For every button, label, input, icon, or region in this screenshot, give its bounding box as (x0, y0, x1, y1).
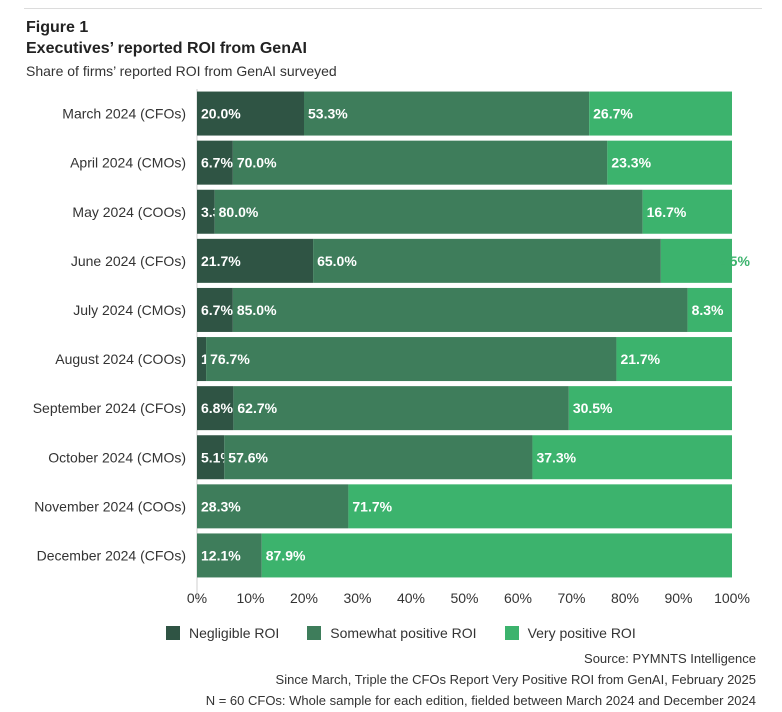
legend: Negligible ROI Somewhat positive ROI Ver… (166, 625, 664, 641)
data-label: 2.5% (718, 253, 750, 269)
bar-segment (261, 533, 732, 578)
figure-label: Figure 1 (26, 19, 89, 36)
x-tick-label: 100% (714, 590, 750, 606)
bar-segment (589, 91, 732, 136)
legend-swatch-very-positive (504, 626, 519, 640)
x-tick-label: 80% (611, 590, 639, 606)
data-label: 6.7% (201, 155, 233, 171)
category-label: March 2024 (CFOs) (62, 106, 186, 122)
data-label: 70.0% (237, 155, 277, 171)
bar-segment (197, 386, 234, 431)
bar-segment (687, 287, 732, 332)
legend-item-somewhat-positive: Somewhat positive ROI (307, 625, 477, 641)
top-divider (24, 8, 762, 9)
category-label: August 2024 (COOs) (55, 351, 186, 367)
data-label: 71.7% (352, 498, 392, 514)
data-label: 76.7% (210, 351, 250, 367)
data-label: 8.3% (692, 302, 724, 318)
bar-segment (232, 140, 608, 185)
data-label: 37.3% (536, 449, 576, 465)
x-tick-label: 50% (450, 590, 478, 606)
x-tick-label: 0% (187, 590, 207, 606)
x-tick-label: 10% (236, 590, 264, 606)
legend-label-somewhat-positive: Somewhat positive ROI (330, 625, 477, 641)
category-label: June 2024 (CFOs) (71, 253, 186, 269)
legend-swatch-somewhat-positive (307, 626, 322, 640)
stacked-bar-chart: March 2024 (CFOs) 20.0% 53.3% 26.7% April 20… (33, 89, 750, 606)
bar-segment (616, 337, 732, 382)
bar-segment (304, 91, 590, 136)
bar-segment (197, 337, 207, 382)
bar-segment (313, 238, 661, 283)
bar-segment (660, 238, 732, 283)
bar-segment (348, 484, 732, 529)
legend-label-very-positive: Very positive ROI (527, 625, 636, 641)
bar-segment (197, 140, 233, 185)
chart-subtitle: Share of firms’ reported ROI from GenAI … (26, 63, 337, 79)
bar-segment (197, 189, 215, 234)
bar-segment (232, 287, 688, 332)
legend-swatch-negligible (166, 626, 180, 640)
data-label: 6.8% (201, 400, 233, 416)
data-label: 20.0% (201, 106, 241, 122)
data-label: 21.7% (201, 253, 241, 269)
data-label: 87.9% (266, 547, 306, 563)
bar-segment (642, 189, 732, 234)
category-label: November 2024 (COOs) (34, 498, 186, 514)
data-label: 23.3% (611, 155, 651, 171)
data-label: 57.6% (228, 449, 268, 465)
bar-segment (233, 386, 569, 431)
bar-segment (206, 337, 617, 382)
bar-segment (224, 435, 533, 480)
data-label: 30.5% (573, 400, 613, 416)
category-label: December 2024 (CFOs) (37, 547, 186, 563)
category-label: May 2024 (COOs) (72, 204, 186, 220)
source-note: Source: PYMNTS Intelligence (584, 651, 756, 666)
bar-segment (214, 189, 643, 234)
chart-notes: Source: PYMNTS Intelligence Since March,… (206, 648, 756, 711)
bar-segment (197, 533, 262, 578)
x-tick-label: 30% (343, 590, 371, 606)
data-label: 16.7% (647, 204, 687, 220)
x-tick-label: 90% (664, 590, 692, 606)
category-label: April 2024 (CMOs) (70, 155, 186, 171)
bar-segment (607, 140, 732, 185)
data-label: 65.0% (317, 253, 357, 269)
bar-segment (197, 287, 233, 332)
bar-segment (197, 484, 349, 529)
x-tick-label: 60% (504, 590, 532, 606)
sample-note: N = 60 CFOs: Whole sample for each editi… (205, 693, 756, 708)
data-label: 28.3% (201, 498, 241, 514)
legend-label-negligible: Negligible ROI (189, 625, 280, 641)
bar-segment (197, 238, 314, 283)
legend-item-negligible: Negligible ROI (166, 625, 279, 641)
category-label: October 2024 (CMOs) (48, 449, 186, 465)
x-tick-label: 40% (397, 590, 425, 606)
data-label: 6.7% (201, 302, 233, 318)
bar-segment (532, 435, 732, 480)
bar-segment (197, 91, 304, 136)
bar-segment (197, 435, 225, 480)
category-label: September 2024 (CFOs) (33, 400, 186, 416)
data-label: 26.7% (593, 106, 633, 122)
chart-title: Executives’ reported ROI from GenAI (26, 40, 307, 57)
data-label: 21.7% (620, 351, 660, 367)
category-label: July 2024 (CMOs) (73, 302, 186, 318)
x-tick-label: 70% (557, 590, 585, 606)
bar-segment (568, 386, 732, 431)
data-label: 62.7% (237, 400, 277, 416)
data-label: 12.1% (201, 547, 241, 563)
data-label: 53.3% (308, 106, 348, 122)
x-tick-label: 20% (290, 590, 318, 606)
report-note: Since March, Triple the CFOs Report Very… (275, 672, 756, 687)
data-label: 85.0% (237, 302, 277, 318)
legend-item-very-positive: Very positive ROI (504, 625, 636, 641)
data-label: 80.0% (219, 204, 259, 220)
